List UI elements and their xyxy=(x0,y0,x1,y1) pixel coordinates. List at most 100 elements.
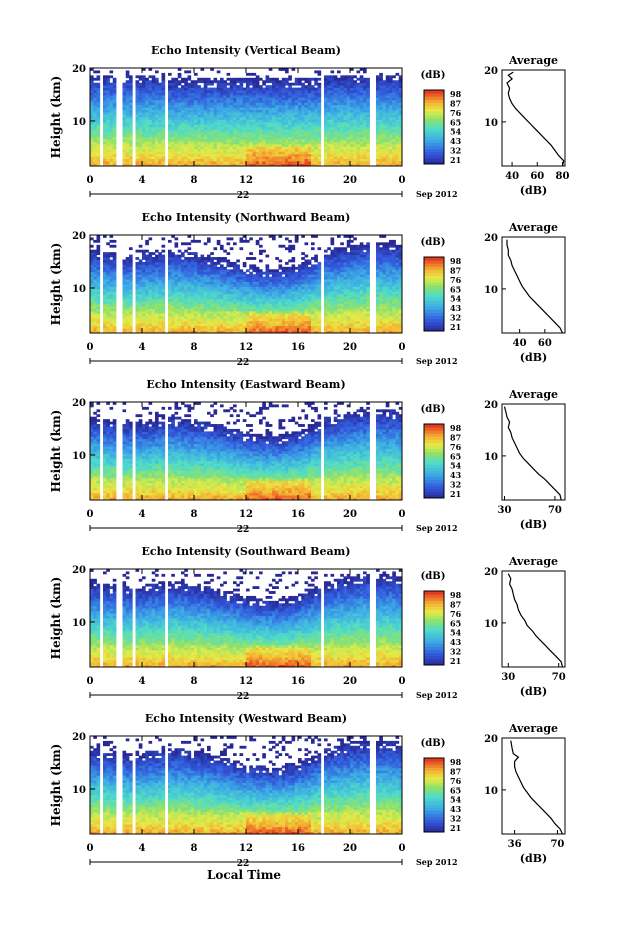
heatmap-cell xyxy=(344,102,348,105)
heatmap-cell xyxy=(158,144,162,147)
heatmap-cell xyxy=(386,119,390,122)
heatmap-cell xyxy=(285,144,289,147)
heatmap-cell xyxy=(311,105,315,108)
heatmap-cell xyxy=(379,117,383,120)
heatmap-cell xyxy=(162,132,166,135)
heatmap-cell xyxy=(249,95,253,98)
heatmap-cell xyxy=(184,85,188,88)
heatmap-cell xyxy=(123,85,127,88)
heatmap-cell xyxy=(175,309,179,312)
heatmap-cell xyxy=(201,142,205,145)
heatmap-cell xyxy=(90,156,94,159)
heatmap-cell xyxy=(308,95,312,98)
heatmap-cell xyxy=(103,97,107,100)
heatmap-cell xyxy=(217,134,221,137)
heatmap-cell xyxy=(396,102,400,105)
heatmap-cell xyxy=(236,129,240,132)
colorbar-tick-label: 21 xyxy=(450,155,461,165)
colorbar-unit: (dB) xyxy=(421,70,446,81)
heatmap-cell xyxy=(230,156,234,159)
heatmap-cell xyxy=(214,146,218,149)
heatmap-cell xyxy=(360,83,364,86)
heatmap-cell xyxy=(103,306,107,309)
heatmap-cell xyxy=(168,316,172,319)
heatmap-cell xyxy=(136,95,140,98)
heatmap-cell xyxy=(233,144,237,147)
heatmap-cell xyxy=(97,237,101,240)
heatmap-cell xyxy=(168,117,172,120)
heatmap-cell xyxy=(249,309,253,312)
heatmap-cell xyxy=(295,151,299,154)
heatmap-cell xyxy=(110,328,114,331)
heatmap-cell xyxy=(331,154,335,157)
heatmap-cell xyxy=(93,301,97,304)
heatmap-cell xyxy=(90,90,94,93)
heatmap-cell xyxy=(269,139,273,142)
heatmap-cell xyxy=(295,78,299,81)
heatmap-cell xyxy=(272,132,276,135)
heatmap-cell xyxy=(110,159,114,162)
heatmap-cell xyxy=(363,134,367,137)
heatmap-cell xyxy=(110,274,114,277)
heatmap-cell xyxy=(197,154,201,157)
heatmap-cell xyxy=(158,294,162,297)
heatmap-cell xyxy=(272,323,276,326)
heatmap-cell xyxy=(256,100,260,103)
heatmap-cell xyxy=(201,326,205,329)
heatmap-cell xyxy=(207,112,211,115)
heatmap-cell xyxy=(217,137,221,140)
heatmap-cell xyxy=(269,112,273,115)
heatmap-cell xyxy=(275,105,279,108)
heatmap-cell xyxy=(145,112,149,115)
heatmap-cell xyxy=(259,309,263,312)
heatmap-cell xyxy=(246,112,250,115)
heatmap-cell xyxy=(240,313,244,316)
heatmap-cell xyxy=(152,289,156,292)
heatmap-cell xyxy=(243,294,247,297)
heatmap-cell xyxy=(275,282,279,285)
heatmap-cell xyxy=(210,282,214,285)
heatmap-cell xyxy=(197,272,201,275)
heatmap-cell xyxy=(152,161,156,164)
heatmap-cell xyxy=(155,269,159,272)
heatmap-cell xyxy=(256,321,260,324)
heatmap-cell xyxy=(188,252,192,255)
heatmap-cell xyxy=(149,269,153,272)
heatmap-cell xyxy=(392,146,396,149)
heatmap-cell xyxy=(145,291,149,294)
heatmap-cell xyxy=(301,107,305,110)
heatmap-cell xyxy=(311,142,315,145)
heatmap-cell xyxy=(275,274,279,277)
heatmap-cell xyxy=(272,146,276,149)
heatmap-cell xyxy=(123,279,127,282)
heatmap-cell xyxy=(324,142,328,145)
heatmap-cell xyxy=(331,78,335,81)
day-label: 22 xyxy=(237,191,250,201)
heatmap-cell xyxy=(233,289,237,292)
heatmap-cell xyxy=(175,321,179,324)
heatmap-cell xyxy=(110,318,114,321)
heatmap-cell xyxy=(301,156,305,159)
heatmap-cell xyxy=(103,161,107,164)
heatmap-cell xyxy=(149,137,153,140)
heatmap-cell xyxy=(279,146,283,149)
heatmap-cell xyxy=(188,156,192,159)
heatmap-cell xyxy=(188,119,192,122)
heatmap-cell xyxy=(344,127,348,130)
heatmap-cell xyxy=(253,90,257,93)
heatmap-cell xyxy=(240,122,244,125)
heatmap-cell xyxy=(188,137,192,140)
heatmap-cell xyxy=(243,146,247,149)
heatmap-cell xyxy=(353,105,357,108)
heatmap-cell xyxy=(327,146,331,149)
heatmap-cell xyxy=(184,274,188,277)
heatmap-cell xyxy=(383,156,387,159)
heatmap-cell xyxy=(113,127,117,130)
heatmap-cell xyxy=(282,95,286,98)
heatmap-cell xyxy=(207,161,211,164)
heatmap-cell xyxy=(110,85,114,88)
heatmap-cell xyxy=(292,151,296,154)
heatmap-cell xyxy=(324,146,328,149)
heatmap-cell xyxy=(311,129,315,132)
heatmap-cell xyxy=(204,318,208,321)
